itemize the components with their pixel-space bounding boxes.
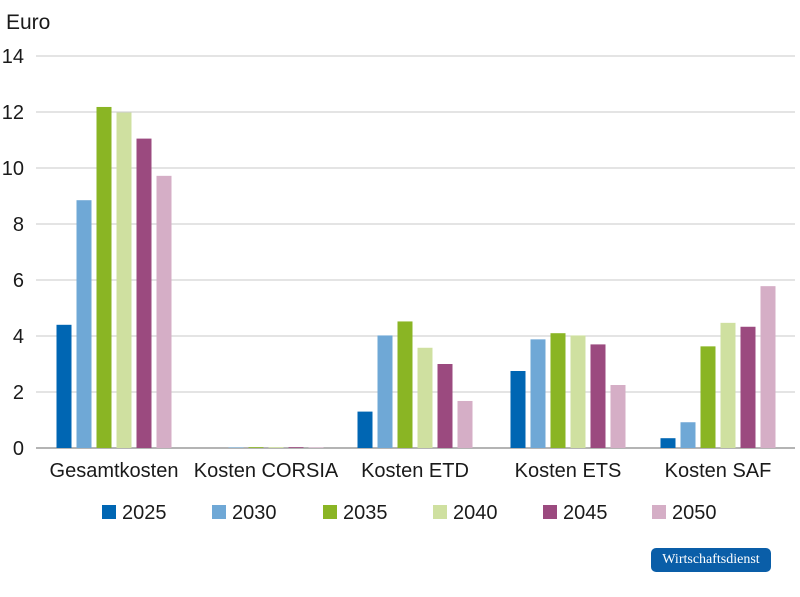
- bar-2025-3: [510, 371, 526, 448]
- bar-2050-0: [156, 175, 172, 448]
- y-axis-ticks: 0 2 4 6 8 10 12 14: [2, 46, 24, 460]
- legend-swatch-2035: [323, 505, 337, 519]
- bar-2040-0: [116, 112, 132, 448]
- legend-swatch-2040: [433, 505, 447, 519]
- legend-swatch-2050: [652, 505, 666, 519]
- y-tick-label: 12: [2, 102, 24, 124]
- bar-2045-0: [136, 138, 152, 448]
- bar-2025-0: [56, 324, 72, 448]
- bar-2025-2: [357, 411, 373, 448]
- y-tick-label: 10: [2, 158, 24, 180]
- source-badge: Wirtschaftsdienst: [651, 548, 771, 572]
- legend-label: 2045: [563, 502, 608, 524]
- x-tick-label: Kosten ETS: [515, 460, 622, 482]
- legend: 2025 2030 2035 2040 2045 2050: [102, 502, 717, 524]
- bar-2035-0: [96, 106, 112, 449]
- legend-label: 2035: [343, 502, 388, 524]
- y-tick-label: 4: [13, 326, 24, 348]
- y-tick-label: 2: [13, 382, 24, 404]
- bar-2035-2: [397, 321, 413, 448]
- x-axis-ticks: Gesamtkosten Kosten CORSIA Kosten ETD Koste…: [50, 460, 772, 482]
- bar-2045-1: [288, 447, 304, 448]
- bar-2040-4: [720, 322, 736, 448]
- y-tick-label: 8: [13, 214, 24, 236]
- bar-2030-2: [377, 335, 393, 448]
- y-tick-label: 6: [13, 270, 24, 292]
- y-tick-label: 0: [13, 438, 24, 460]
- x-tick-label: Kosten CORSIA: [194, 460, 339, 482]
- legend-label: 2040: [453, 502, 498, 524]
- bar-2030-3: [530, 339, 546, 448]
- y-tick-label: 14: [2, 46, 24, 68]
- bar-2050-1: [308, 447, 324, 448]
- bar-2035-4: [700, 346, 716, 448]
- legend-label: 2050: [672, 502, 717, 524]
- bar-2045-4: [740, 326, 756, 448]
- bar-2030-1: [228, 447, 244, 448]
- bar-2025-4: [660, 438, 676, 448]
- bar-2035-1: [248, 447, 264, 448]
- bar-2050-4: [760, 286, 776, 448]
- legend-label: 2030: [232, 502, 277, 524]
- bar-2050-2: [457, 400, 473, 448]
- bar-2045-3: [590, 344, 606, 448]
- bar-2040-2: [417, 347, 433, 448]
- legend-swatch-2030: [212, 505, 226, 519]
- bar-2040-3: [570, 335, 586, 448]
- bar-2035-3: [550, 333, 566, 448]
- bar-2045-2: [437, 364, 453, 448]
- legend-swatch-2045: [543, 505, 557, 519]
- bars: [56, 106, 776, 449]
- x-tick-label: Kosten ETD: [361, 460, 469, 482]
- legend-label: 2025: [122, 502, 167, 524]
- bar-2030-4: [680, 422, 696, 448]
- legend-swatch-2025: [102, 505, 116, 519]
- bar-2030-0: [76, 200, 92, 448]
- bar-2040-1: [268, 447, 284, 448]
- y-axis-label: Euro: [6, 11, 50, 34]
- x-tick-label: Gesamtkosten: [50, 460, 179, 482]
- bar-2050-3: [610, 385, 626, 448]
- x-tick-label: Kosten SAF: [665, 460, 772, 482]
